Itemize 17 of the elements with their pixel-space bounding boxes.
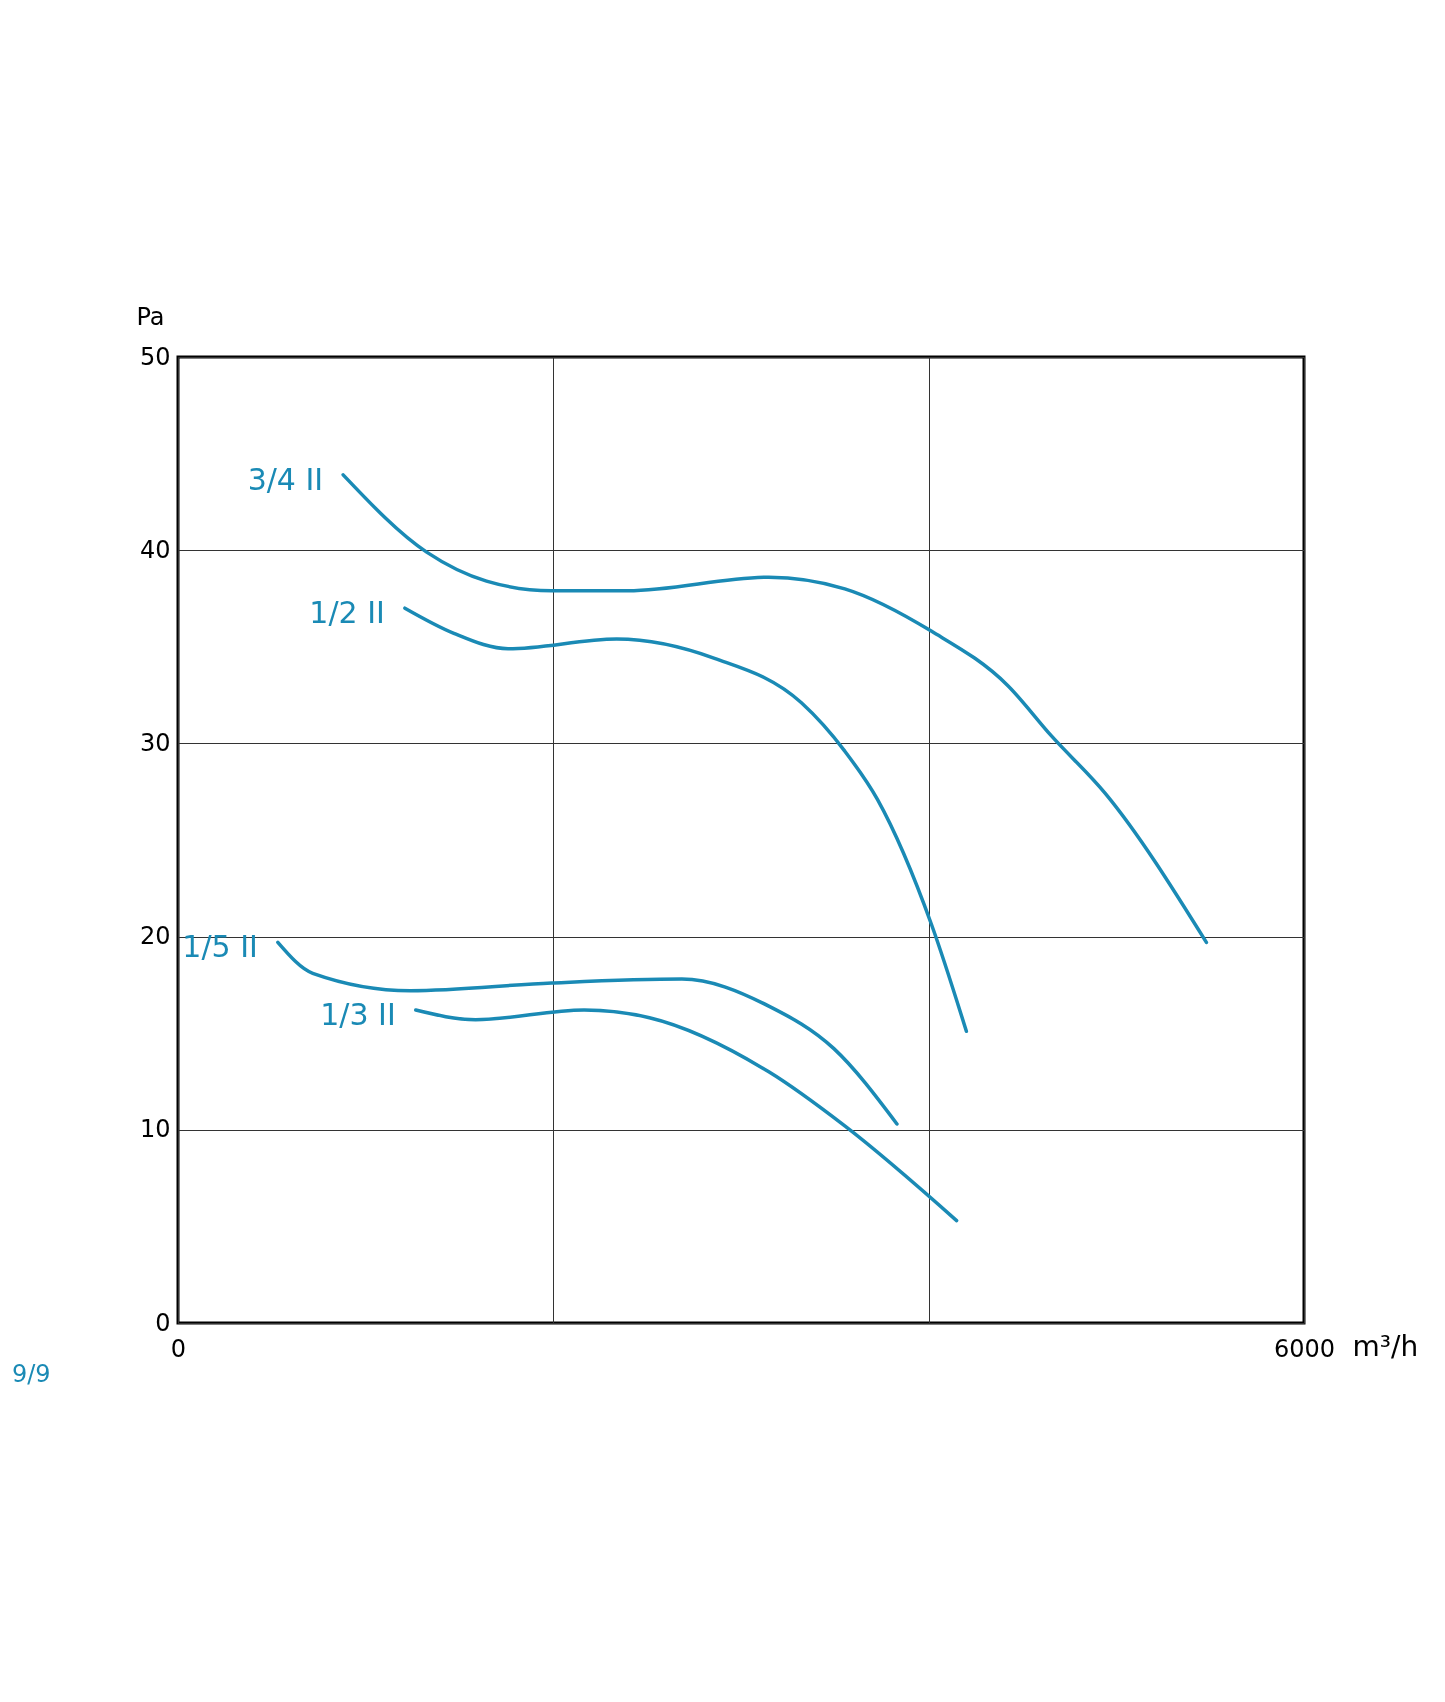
y-axis-title: Pa: [136, 302, 165, 331]
series-label: 1/3 II: [320, 997, 396, 1033]
y-tick-label: 50: [139, 342, 171, 371]
y-tick-label: 40: [139, 535, 171, 564]
x-tick-label: 6000: [1273, 1334, 1336, 1363]
x-axis-title: m³/h: [1352, 1329, 1419, 1363]
series-label: 3/4 II: [247, 461, 324, 497]
line-series: [403, 606, 969, 1034]
series-label: 1/5 II: [182, 929, 258, 965]
line-series: [414, 1008, 959, 1223]
y-tick-label: 10: [139, 1115, 171, 1144]
y-tick-label: 20: [139, 922, 171, 951]
y-tick-label: 30: [139, 728, 171, 757]
line-series: [276, 940, 899, 1126]
page-note: 9/9: [12, 1360, 51, 1388]
y-tick-label: 0: [155, 1308, 171, 1337]
series-label: 1/2 II: [309, 595, 385, 631]
